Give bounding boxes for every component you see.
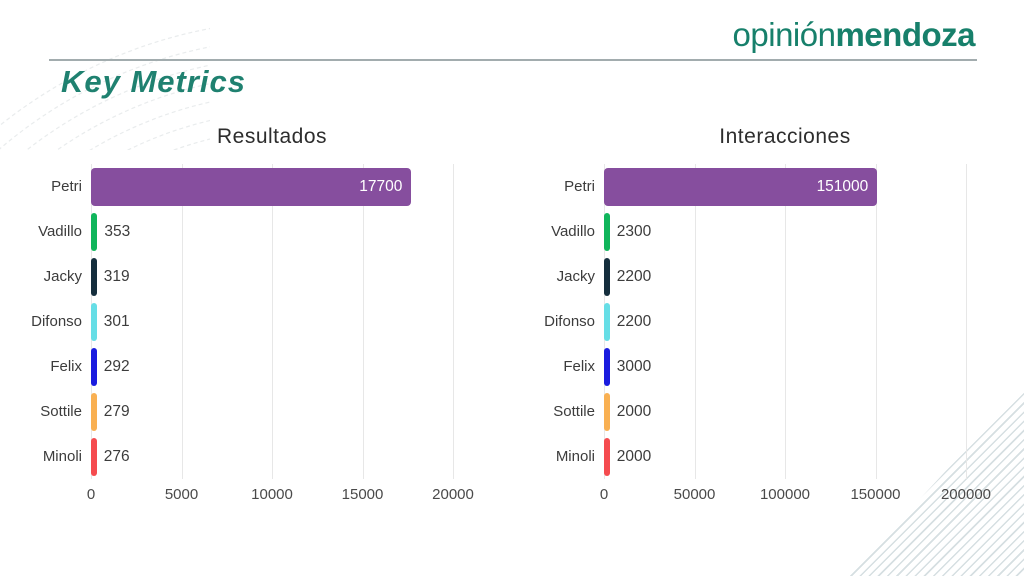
value-label: 319 — [103, 268, 130, 285]
gridline — [785, 164, 786, 479]
category-label: Jacky — [43, 268, 82, 285]
bar-jacky — [91, 257, 97, 296]
x-axis: 0 50000 100000 150000 200000 — [600, 479, 991, 507]
chart-title: Interacciones — [719, 125, 851, 148]
bar-sottile — [91, 392, 97, 431]
bar-row: Difonso 2200 — [544, 299, 966, 344]
bar-difonso — [91, 302, 97, 341]
bar-petri — [604, 167, 878, 206]
bar-row: Felix 292 — [50, 344, 453, 389]
category-label: Jacky — [556, 268, 595, 285]
x-tick-label: 200000 — [940, 486, 992, 503]
value-label: 301 — [103, 313, 130, 330]
value-label: 279 — [103, 403, 130, 420]
brand-logo: opiniónmendoza — [732, 16, 976, 54]
page-title: Key Metrics — [61, 64, 247, 99]
bar-chart-resultados: Resultados Petri 17700 Vadillo 353 Jacky 319 D… — [8, 125, 474, 507]
bar-vadillo — [604, 212, 610, 251]
category-label: Vadillo — [551, 223, 595, 240]
bar-row: Minoli 276 — [43, 434, 453, 479]
bar-row: Vadillo 353 — [38, 209, 453, 254]
category-label: Difonso — [31, 313, 82, 330]
category-label: Felix — [563, 358, 595, 375]
value-label: 3000 — [616, 358, 652, 375]
bar-row: Jacky 2200 — [557, 254, 966, 299]
value-label: 2300 — [616, 223, 652, 240]
bar-row: Felix 3000 — [563, 344, 966, 389]
value-label: 292 — [103, 358, 130, 375]
bar-chart-interacciones: Interacciones Petri 151000 Vadillo 2300 Jack… — [521, 125, 991, 507]
value-label: 353 — [104, 223, 131, 240]
bar-row: Sottile 279 — [40, 389, 453, 434]
bar-difonso — [604, 302, 610, 341]
bar-row: Minoli 2000 — [556, 434, 966, 479]
chart-title: Resultados — [216, 125, 328, 148]
bar-row: Petri 17700 — [51, 164, 453, 209]
brand-logo-regular: opinión — [732, 16, 836, 53]
bar-petri — [91, 167, 412, 206]
chart-plot-area: Petri 151000 Vadillo 2300 Jacky 2200 Difonso 22… — [544, 164, 967, 479]
chart-plot-area: Petri 17700 Vadillo 353 Jacky 319 Difonso 301 Fe… — [31, 164, 454, 479]
category-label: Felix — [50, 358, 82, 375]
category-label: Minoli — [42, 448, 82, 465]
category-label: Vadillo — [38, 223, 82, 240]
gridline — [966, 164, 967, 479]
x-tick-label: 15000 — [341, 486, 384, 503]
gridline — [453, 164, 454, 479]
bar-row: Vadillo 2300 — [551, 209, 966, 254]
bar-row: Sottile 2000 — [553, 389, 966, 434]
gridline — [694, 164, 696, 479]
value-label: 276 — [103, 448, 130, 465]
category-label: Difonso — [544, 313, 595, 330]
value-label: 2000 — [616, 403, 652, 420]
x-tick-label: 0 — [599, 486, 609, 503]
gridline — [362, 164, 364, 479]
x-tick-label: 5000 — [164, 486, 199, 503]
x-axis: 0 5000 10000 15000 20000 — [87, 479, 474, 507]
bar-sottile — [604, 392, 610, 431]
gridline — [272, 164, 273, 479]
gridline — [181, 164, 183, 479]
x-tick-label: 20000 — [432, 486, 474, 503]
x-tick-label: 0 — [86, 486, 96, 503]
x-tick-label: 10000 — [251, 486, 293, 503]
bar-felix — [604, 347, 610, 386]
category-label: Sottile — [553, 403, 595, 420]
bar-jacky — [604, 257, 610, 296]
x-tick-label: 150000 — [850, 486, 901, 503]
bar-vadillo — [91, 212, 98, 251]
bar-minoli — [604, 437, 610, 476]
x-tick-label: 50000 — [673, 486, 716, 503]
chart-rows: Petri 151000 Vadillo 2300 Jacky 2200 Difonso 22… — [544, 164, 966, 479]
header-divider — [49, 59, 977, 61]
bar-minoli — [91, 437, 97, 476]
value-label: 2200 — [616, 268, 652, 285]
value-label: 2200 — [616, 313, 652, 330]
category-label: Minoli — [555, 448, 595, 465]
brand-logo-bold: mendoza — [835, 16, 975, 53]
gridline — [875, 164, 877, 479]
category-label: Sottile — [40, 403, 82, 420]
value-label: 2000 — [616, 448, 652, 465]
chart-rows: Petri 17700 Vadillo 353 Jacky 319 Difonso 301 Fe… — [31, 164, 453, 479]
bar-row: Difonso 301 — [31, 299, 453, 344]
value-label: 17700 — [359, 178, 403, 195]
bar-row: Jacky 319 — [44, 254, 453, 299]
value-label: 151000 — [816, 178, 869, 195]
bar-felix — [91, 347, 97, 386]
bar-row: Petri 151000 — [564, 164, 966, 209]
category-label: Petri — [51, 178, 82, 195]
category-label: Petri — [564, 178, 595, 195]
x-tick-label: 100000 — [759, 486, 811, 503]
